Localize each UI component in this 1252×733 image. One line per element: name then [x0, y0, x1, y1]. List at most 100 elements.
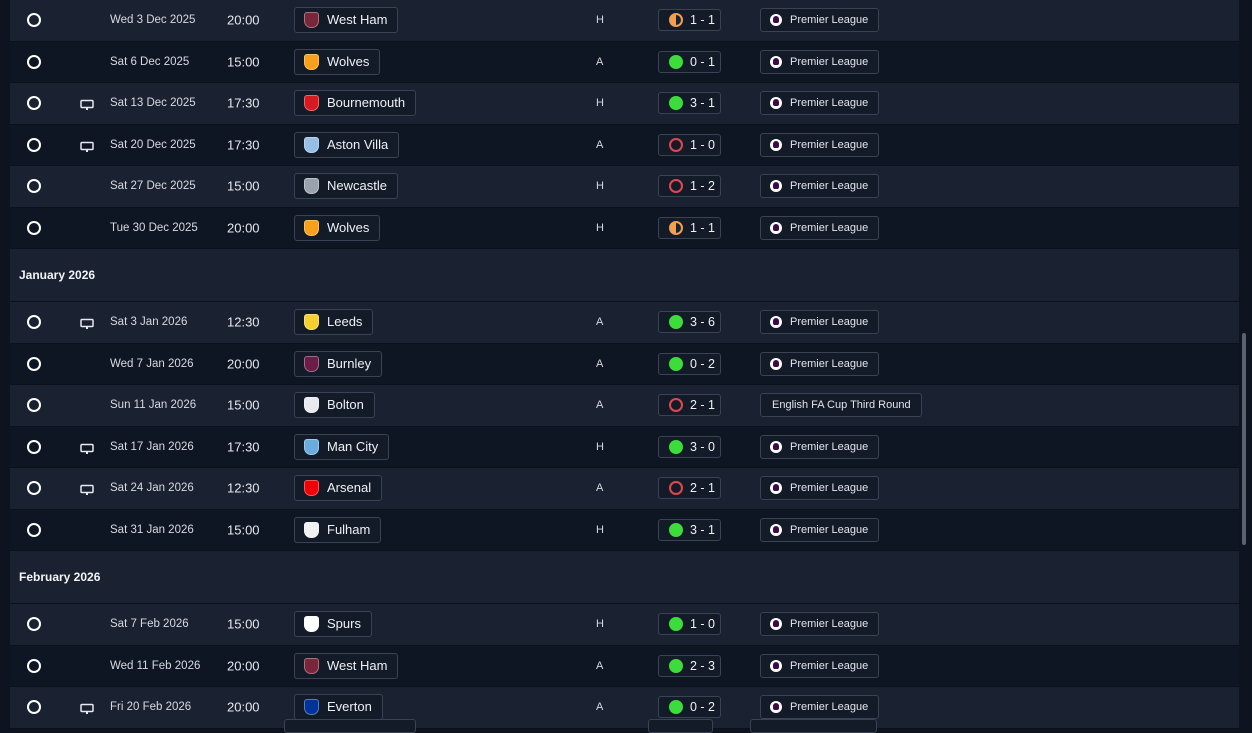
result-chip[interactable]: 3 - 1: [658, 92, 721, 115]
opponent-chip[interactable]: West Ham: [294, 7, 399, 34]
result-chip[interactable]: 1 - 1: [658, 9, 721, 32]
competition-chip[interactable]: Premier League: [760, 653, 880, 678]
fixture-row[interactable]: Sun 11 Jan 2026 15:00 Bolton A 2 - 1 English …: [10, 385, 1239, 427]
venue: H: [596, 14, 604, 27]
fixture-row[interactable]: Sat 31 Jan 2026 15:00 Fulham H 3 - 1 Premier …: [10, 509, 1239, 551]
opponent-name: Wolves: [327, 53, 370, 69]
fixture-row[interactable]: Sat 17 Jan 2026 17:30 Man City H 3 - 0 Premie…: [10, 426, 1239, 468]
select-radio[interactable]: [27, 481, 41, 496]
competition-chip[interactable]: Premier League: [760, 8, 880, 33]
result-chip[interactable]: 1 - 1: [658, 216, 721, 239]
fixture-row[interactable]: Tue 30 Dec 2025 20:00 Wolves H 1 - 1 Premier …: [10, 207, 1239, 249]
fixture-row[interactable]: Sat 7 Feb 2026 15:00 Spurs H 1 - 0 Premier Le…: [10, 604, 1239, 646]
result-chip[interactable]: 3 - 6: [658, 311, 721, 334]
select-radio[interactable]: [27, 439, 41, 454]
club-badge-icon: [304, 397, 319, 414]
premier-league-icon: [770, 138, 782, 151]
next-team-chip[interactable]: [284, 719, 416, 733]
select-radio[interactable]: [27, 179, 41, 194]
match-date: Sat 3 Jan 2026: [110, 316, 188, 329]
opponent-chip[interactable]: Bolton: [294, 392, 375, 419]
opponent-chip[interactable]: Bournemouth: [294, 90, 417, 117]
fixture-row[interactable]: Wed 3 Dec 2025 20:00 West Ham H 1 - 1 Premier…: [10, 0, 1239, 42]
competition-chip[interactable]: Premier League: [760, 91, 880, 116]
premier-league-icon: [770, 701, 782, 714]
fixture-row[interactable]: Wed 11 Feb 2026 20:00 West Ham A 2 - 3 Premie…: [10, 645, 1239, 687]
competition-chip[interactable]: Premier League: [760, 695, 880, 720]
competition-chip[interactable]: Premier League: [760, 476, 880, 501]
fixture-row[interactable]: Sat 24 Jan 2026 12:30 Arsenal A 2 - 1 Premier…: [10, 468, 1239, 510]
result-chip[interactable]: 2 - 1: [658, 477, 721, 500]
select-radio[interactable]: [27, 700, 41, 715]
select-radio[interactable]: [27, 315, 41, 330]
scrollbar-thumb[interactable]: [1242, 333, 1246, 545]
draw-icon: [669, 220, 683, 235]
result-chip[interactable]: 3 - 0: [658, 435, 721, 458]
competition-chip[interactable]: Premier League: [760, 215, 880, 240]
opponent-chip[interactable]: Newcastle: [294, 173, 398, 200]
select-radio[interactable]: [27, 522, 41, 537]
select-radio[interactable]: [27, 96, 41, 111]
opponent-chip[interactable]: Aston Villa: [294, 131, 400, 158]
opponent-chip[interactable]: Everton: [294, 694, 383, 721]
opponent-chip[interactable]: Burnley: [294, 350, 383, 377]
scrollbar[interactable]: [1241, 0, 1247, 728]
fixture-row[interactable]: Sat 27 Dec 2025 15:00 Newcastle H 1 - 2 Premi…: [10, 166, 1239, 208]
select-radio[interactable]: [27, 13, 41, 28]
opponent-chip[interactable]: Fulham: [294, 516, 382, 543]
competition-chip[interactable]: Premier League: [760, 612, 880, 637]
kickoff-time: 20:00: [227, 12, 260, 28]
fixture-row[interactable]: Sat 20 Dec 2025 17:30 Aston Villa A 1 - 0 Pre…: [10, 124, 1239, 166]
result-chip[interactable]: 1 - 2: [658, 175, 721, 198]
opponent-chip[interactable]: Man City: [294, 433, 390, 460]
next-result-chip[interactable]: [648, 719, 713, 733]
result-chip[interactable]: 0 - 1: [658, 50, 721, 73]
select-radio[interactable]: [27, 356, 41, 371]
competition-chip[interactable]: Premier League: [760, 174, 880, 199]
result-chip[interactable]: 2 - 1: [658, 394, 721, 417]
opponent-chip[interactable]: Arsenal: [294, 475, 383, 502]
select-radio[interactable]: [27, 220, 41, 235]
opponent-chip[interactable]: Wolves: [294, 48, 381, 75]
select-radio[interactable]: [27, 137, 41, 152]
loss-icon: [669, 481, 683, 496]
score: 0 - 2: [690, 700, 716, 715]
select-radio[interactable]: [27, 658, 41, 673]
win-icon: [669, 522, 683, 537]
result-chip[interactable]: 3 - 1: [658, 518, 721, 541]
competition-chip[interactable]: Premier League: [760, 132, 880, 157]
kickoff-time: 15:00: [227, 178, 260, 194]
fixture-row[interactable]: Fri 20 Feb 2026 20:00 Everton A 0 - 2 Premier…: [10, 687, 1239, 729]
competition-name: English FA Cup Third Round: [772, 399, 911, 412]
select-radio[interactable]: [27, 398, 41, 413]
opponent-chip[interactable]: Wolves: [294, 214, 381, 241]
competition-chip[interactable]: Premier League: [760, 49, 880, 74]
result-chip[interactable]: 1 - 0: [658, 133, 721, 156]
competition-chip[interactable]: Premier League: [760, 351, 880, 376]
select-radio[interactable]: [27, 54, 41, 69]
opponent-chip[interactable]: Leeds: [294, 309, 374, 336]
venue: A: [596, 482, 604, 495]
competition-chip[interactable]: Premier League: [760, 517, 880, 542]
competition-chip[interactable]: Premier League: [760, 434, 880, 459]
opponent-chip[interactable]: West Ham: [294, 652, 399, 679]
select-radio[interactable]: [27, 617, 41, 632]
premier-league-icon: [770, 659, 782, 672]
score: 0 - 2: [690, 356, 716, 371]
opponent-chip[interactable]: Spurs: [294, 611, 372, 638]
result-chip[interactable]: 0 - 2: [658, 352, 721, 375]
fixture-row[interactable]: Wed 7 Jan 2026 20:00 Burnley A 0 - 2 Premier …: [10, 343, 1239, 385]
fixture-row[interactable]: Sat 6 Dec 2025 15:00 Wolves A 0 - 1 Premier L…: [10, 41, 1239, 83]
fixture-row[interactable]: Sat 13 Dec 2025 17:30 Bournemouth H 3 - 1 Pre…: [10, 83, 1239, 125]
result-chip[interactable]: 1 - 0: [658, 613, 721, 636]
next-competition-chip[interactable]: [750, 719, 877, 733]
competition-chip[interactable]: Premier League: [760, 310, 880, 335]
month-label: February 2026: [19, 570, 101, 584]
result-chip[interactable]: 0 - 2: [658, 696, 721, 719]
result-chip[interactable]: 2 - 3: [658, 654, 721, 677]
fixture-row[interactable]: Sat 3 Jan 2026 12:30 Leeds A 3 - 6 Premier Le…: [10, 302, 1239, 344]
premier-league-icon: [770, 440, 782, 453]
match-date: Sat 13 Dec 2025: [110, 97, 196, 110]
match-date: Fri 20 Feb 2026: [110, 701, 192, 714]
competition-chip[interactable]: English FA Cup Third Round: [760, 393, 922, 418]
